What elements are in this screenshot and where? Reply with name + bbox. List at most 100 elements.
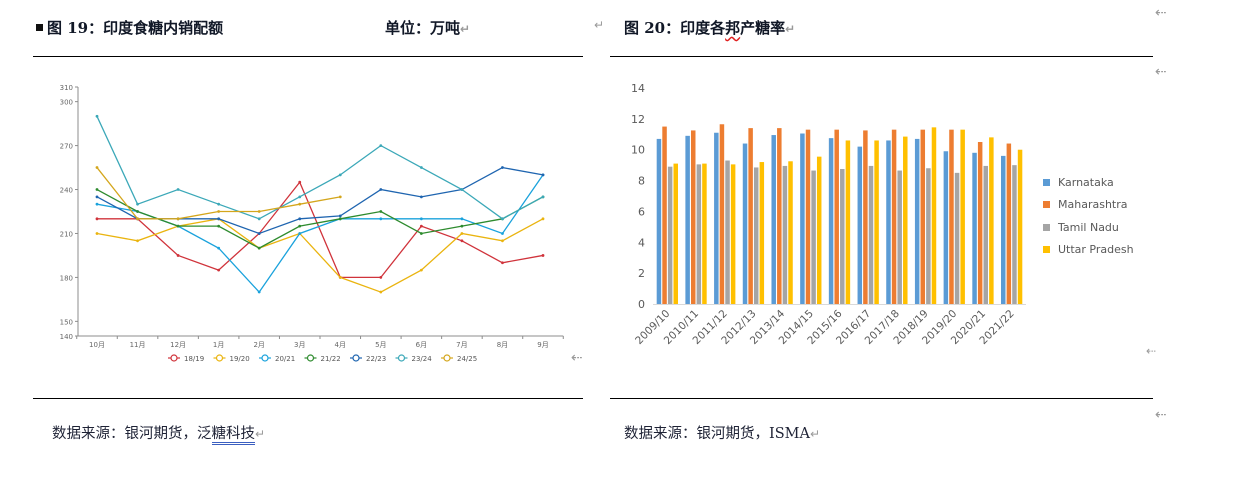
series-line-18-19: [97, 180, 544, 279]
spellcheck-word[interactable]: 邦: [725, 19, 741, 37]
y-tick-label: 150: [60, 318, 73, 326]
legend-label: 20/21: [275, 355, 295, 363]
y-tick-label: 310: [60, 84, 73, 92]
data-point: [95, 195, 99, 199]
x-tick-label: 12月: [170, 341, 186, 349]
data-point: [460, 232, 464, 235]
legend-label: Maharashtra: [1058, 198, 1128, 211]
paragraph-mark-icon: ↵: [785, 22, 796, 36]
data-point: [379, 144, 383, 147]
y-tick-label: 12: [631, 113, 645, 126]
data-point: [217, 268, 221, 272]
text-wrap-arrow-icon: ⇠: [1155, 5, 1167, 21]
bar-uttar-pradesh: [874, 140, 879, 304]
bar-uttar-pradesh: [845, 140, 851, 304]
bar-maharashtra: [719, 124, 725, 304]
bar-karnataka: [828, 138, 834, 304]
bar-tamil-nadu: [667, 166, 673, 304]
legend-item-uttar-pradesh: Uttar Pradesh: [1043, 243, 1134, 256]
text-wrap-arrow-icon: ⇠: [571, 350, 583, 366]
bar-uttar-pradesh: [759, 162, 765, 304]
source-linked-text[interactable]: 糖科技: [211, 426, 255, 445]
data-point: [379, 217, 383, 221]
paragraph-mark-icon: ↵: [255, 427, 266, 441]
x-tick-label: 9月: [537, 341, 548, 349]
bar-maharashtra: [977, 142, 983, 304]
data-point: [460, 239, 464, 243]
figure-19-title-text: 图 19：印度食糖内销配额: [47, 19, 224, 37]
data-point: [257, 210, 261, 213]
data-point: [379, 188, 383, 191]
table-bottom-rule-right: [610, 398, 1153, 399]
text-wrap-arrow-icon: ⇠: [1146, 344, 1157, 358]
data-point: [217, 246, 221, 250]
bar-maharashtra: [777, 128, 782, 304]
bar-tamil-nadu: [840, 169, 845, 304]
series-line-21-22: [96, 188, 544, 249]
x-tick-label: 10月: [89, 341, 105, 349]
data-point: [379, 276, 383, 279]
table-top-rule-right: [610, 56, 1153, 57]
data-point: [95, 114, 99, 118]
data-point: [501, 166, 504, 169]
y-tick-label: 300: [60, 99, 73, 107]
paragraph-mark-icon: ↵: [594, 18, 605, 32]
bar-uttar-pradesh: [816, 156, 822, 304]
y-tick-label: 180: [60, 274, 73, 282]
x-tick-label: 4月: [335, 341, 346, 349]
paragraph-mark-icon: ↵: [809, 427, 821, 441]
bar-maharashtra: [834, 129, 839, 304]
bar-karnataka: [914, 138, 920, 304]
data-point: [379, 210, 383, 213]
legend-marker: [397, 354, 406, 362]
legend-swatch: [1043, 201, 1050, 208]
data-point: [419, 195, 423, 199]
bar-maharashtra: [662, 126, 667, 304]
x-tick-label: 2月: [253, 341, 264, 349]
data-point: [541, 195, 545, 199]
bar-uttar-pradesh: [702, 163, 707, 304]
bar-karnataka: [943, 151, 949, 304]
bar-uttar-pradesh: [1017, 149, 1023, 304]
bar-uttar-pradesh: [788, 161, 793, 304]
data-point: [298, 180, 302, 184]
legend-label: 21/22: [321, 355, 341, 363]
y-tick-label: 0: [638, 298, 645, 311]
table-top-rule-left: [33, 56, 583, 57]
legend-label: Karnataka: [1058, 176, 1114, 189]
data-point: [176, 254, 180, 257]
data-point: [136, 239, 139, 243]
bar-uttar-pradesh: [730, 164, 736, 304]
data-point: [136, 217, 139, 221]
data-point: [338, 173, 342, 177]
data-point: [379, 290, 383, 294]
legend-label: 23/24: [412, 355, 433, 363]
data-point: [541, 254, 545, 257]
series-line-23-24: [96, 116, 544, 220]
figure-19-source: 数据来源：银河期货，泛糖科技↵: [52, 422, 266, 445]
x-tick-label: 3月: [294, 341, 305, 349]
data-point: [176, 217, 180, 221]
x-tick-label: 11月: [130, 341, 146, 349]
data-point: [176, 188, 180, 191]
legend-label: 24/25: [457, 355, 477, 363]
legend-item-karnataka: Karnataka: [1043, 176, 1114, 189]
bar-tamil-nadu: [753, 167, 759, 304]
legend-marker: [261, 354, 269, 362]
bar-maharashtra: [805, 129, 811, 304]
bar-uttar-pradesh: [673, 163, 678, 304]
data-point: [419, 232, 423, 235]
data-point: [136, 210, 139, 213]
data-point: [298, 224, 302, 228]
data-point: [338, 276, 342, 279]
bar-chart: 024681012142009/102010/112011/122012/132…: [631, 82, 1026, 347]
legend-marker: [170, 354, 178, 362]
x-tick-label: 1月: [213, 341, 224, 349]
bar-karnataka: [742, 143, 748, 304]
table-bottom-rule-left: [33, 398, 583, 399]
legend-label: Tamil Nadu: [1058, 221, 1119, 234]
bar-tamil-nadu: [811, 170, 816, 304]
bar-tamil-nadu: [696, 164, 702, 304]
y-tick-label: 270: [60, 143, 73, 151]
bullet-icon: [36, 23, 43, 31]
